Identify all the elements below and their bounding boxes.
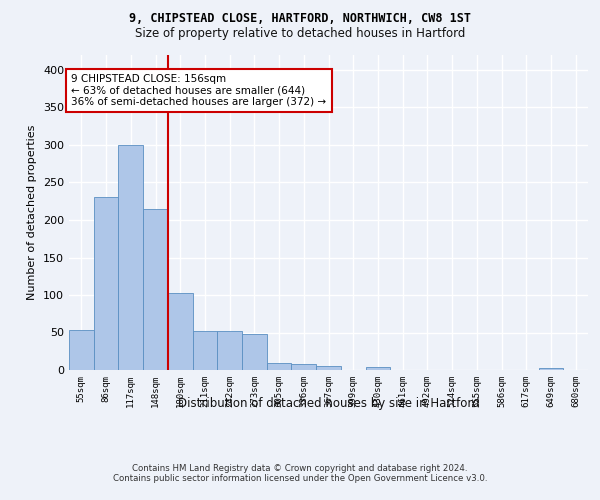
Text: 9 CHIPSTEAD CLOSE: 156sqm
← 63% of detached houses are smaller (644)
36% of semi: 9 CHIPSTEAD CLOSE: 156sqm ← 63% of detac… — [71, 74, 326, 107]
Bar — [193, 331, 217, 370]
Y-axis label: Number of detached properties: Number of detached properties — [28, 125, 37, 300]
Text: 9, CHIPSTEAD CLOSE, HARTFORD, NORTHWICH, CW8 1ST: 9, CHIPSTEAD CLOSE, HARTFORD, NORTHWICH,… — [129, 12, 471, 26]
Bar — [242, 334, 267, 370]
Bar — [118, 145, 143, 370]
Bar — [316, 366, 341, 370]
Text: Distribution of detached houses by size in Hartford: Distribution of detached houses by size … — [178, 398, 479, 410]
Bar — [365, 367, 390, 370]
Bar — [69, 330, 94, 370]
Bar — [292, 364, 316, 370]
Text: Contains HM Land Registry data © Crown copyright and database right 2024.
Contai: Contains HM Land Registry data © Crown c… — [113, 464, 487, 483]
Bar — [94, 196, 118, 370]
Text: Size of property relative to detached houses in Hartford: Size of property relative to detached ho… — [135, 28, 465, 40]
Bar — [168, 292, 193, 370]
Bar — [217, 331, 242, 370]
Bar — [539, 368, 563, 370]
Bar — [143, 209, 168, 370]
Bar — [267, 362, 292, 370]
